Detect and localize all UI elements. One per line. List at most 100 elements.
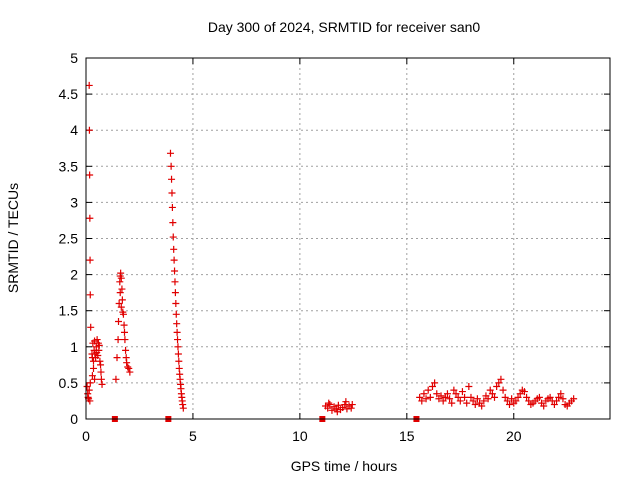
data-point (86, 379, 94, 387)
data-point (503, 397, 511, 405)
data-point (93, 336, 101, 344)
y-tick-label: 0 (70, 411, 78, 427)
data-point (461, 393, 469, 401)
data-point (170, 245, 178, 253)
data-point (97, 368, 105, 376)
data-point (120, 328, 128, 336)
data-point (83, 383, 91, 391)
data-point (123, 359, 131, 367)
grid-lines (86, 58, 610, 419)
data-point (428, 383, 436, 391)
data-point (166, 149, 174, 157)
data-point (439, 397, 447, 405)
data-point (174, 336, 182, 344)
data-point (113, 354, 121, 362)
data-point (512, 397, 520, 405)
y-tick-label: 3.5 (59, 158, 79, 174)
data-point (499, 386, 507, 394)
data-point (125, 364, 133, 372)
y-tick-label: 4 (70, 122, 78, 138)
data-point (112, 375, 120, 383)
data-point (89, 357, 97, 365)
data-point (334, 401, 342, 409)
data-point (471, 401, 479, 409)
data-point (85, 126, 93, 134)
data-point (418, 397, 426, 405)
data-point (117, 269, 125, 277)
data-point (95, 341, 103, 349)
y-tick-label: 2.5 (59, 231, 79, 247)
data-point (570, 395, 578, 403)
data-point (546, 393, 554, 401)
data-point (486, 386, 494, 394)
data-point (115, 318, 123, 326)
data-point (342, 398, 350, 406)
data-point (535, 393, 543, 401)
data-point (484, 395, 492, 403)
data-point (85, 386, 93, 394)
data-point (488, 390, 496, 398)
data-point (456, 397, 464, 405)
data-point (122, 346, 130, 354)
data-point (431, 379, 439, 387)
data-point (88, 372, 96, 380)
data-point (326, 401, 334, 409)
data-point (520, 388, 528, 396)
data-point (174, 350, 182, 358)
data-point (559, 395, 567, 403)
y-axis-label: SRMTID / TECUs (5, 183, 21, 293)
data-point (120, 321, 128, 329)
data-point (170, 256, 178, 264)
data-point (86, 256, 94, 264)
data-point (493, 383, 501, 391)
data-point (324, 404, 332, 412)
data-point (333, 408, 341, 416)
data-point (97, 375, 105, 383)
data-point (171, 278, 179, 286)
data-point (167, 162, 175, 170)
axis-ticks: 0 0.5 1 1.5 2 2.5 3 3.5 4 4.5 5 0 5 10 15 20 (59, 50, 610, 444)
data-point (553, 397, 561, 405)
data-point (420, 390, 428, 398)
data-point (495, 379, 503, 387)
data-point (87, 323, 95, 331)
x-tick-label: 0 (82, 428, 90, 444)
data-point (458, 388, 466, 396)
data-point (452, 390, 460, 398)
data-point (540, 402, 548, 410)
data-point (454, 393, 462, 401)
data-point (118, 296, 126, 304)
x-tick-label: 15 (399, 428, 415, 444)
data-point (86, 397, 94, 405)
data-point (86, 171, 94, 179)
data-point (516, 390, 524, 398)
y-tick-label: 2 (70, 267, 78, 283)
y-tick-label: 1.5 (59, 303, 79, 319)
data-point (501, 393, 509, 401)
data-point (467, 393, 475, 401)
data-point (443, 390, 451, 398)
data-point (525, 397, 533, 405)
chart-title: Day 300 of 2024, SRMTID for receiver san… (208, 19, 481, 35)
data-point (86, 291, 94, 299)
data-point (168, 189, 176, 197)
data-point (173, 320, 181, 328)
data-point (94, 351, 102, 359)
data-point (491, 393, 499, 401)
y-tick-label: 3 (70, 194, 78, 210)
data-point (480, 397, 488, 405)
data-point (115, 299, 123, 307)
data-point (424, 386, 432, 394)
data-point (555, 393, 563, 401)
data-point (118, 285, 126, 293)
data-point (172, 299, 180, 307)
data-point (172, 310, 180, 318)
data-point (523, 393, 531, 401)
y-tick-label: 1 (70, 339, 78, 355)
data-point (168, 203, 176, 211)
data-point (89, 364, 97, 372)
data-point (174, 343, 182, 351)
data-point (348, 401, 356, 409)
data-point (422, 395, 430, 403)
data-point (441, 393, 449, 401)
